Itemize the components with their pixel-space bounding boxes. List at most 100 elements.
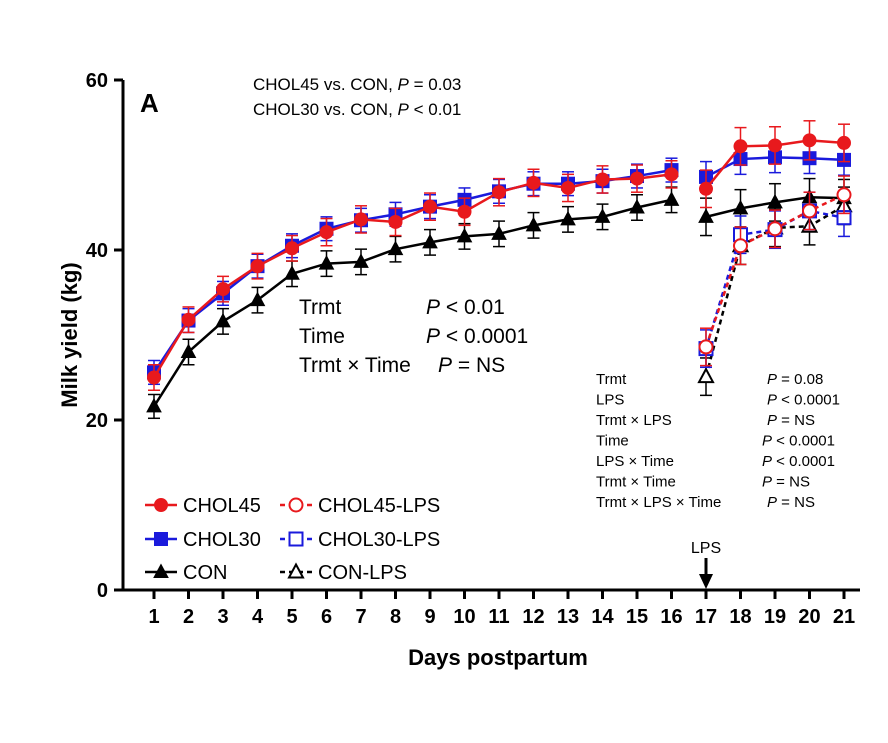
- lps-stat-term: LPS × Time: [596, 453, 674, 470]
- lps-period-stats: Trmt P = 0.08 LPS P < 0.0001 Trmt × LPS P = N…: [596, 371, 840, 511]
- data-point: [595, 172, 610, 187]
- legend-marker: [288, 497, 304, 513]
- data-point: [733, 238, 748, 254]
- main-period-stats: Trmt P < 0.01 Time P < 0.0001 Trmt × Time P =…: [299, 296, 528, 377]
- lps-stat-value: P = NS: [762, 474, 810, 491]
- stat-value: P = NS: [438, 354, 505, 377]
- data-point: [733, 139, 748, 154]
- data-point: [318, 255, 335, 270]
- data-point: [146, 397, 162, 413]
- data-point: [768, 138, 782, 153]
- data-point: [629, 198, 645, 214]
- data-point: [181, 312, 196, 327]
- data-point: [594, 208, 611, 223]
- data-point: [836, 187, 852, 203]
- data-point: [492, 185, 506, 200]
- legend-label: CHOL45-LPS: [318, 495, 440, 517]
- y-tick-label: 40: [86, 240, 108, 262]
- legend-marker: [153, 563, 169, 578]
- x-tick-label: 7: [355, 606, 366, 628]
- data-point: [802, 203, 817, 219]
- legend-entry-chol45: CHOL45: [145, 495, 261, 517]
- legend-label: CON-LPS: [318, 562, 407, 584]
- legend-entry-chol30-lps: CHOL30-LPS: [280, 529, 440, 551]
- y-tick-label: 60: [86, 70, 108, 92]
- lps-stat-term: Trmt × LPS × Time: [596, 494, 721, 511]
- legend-marker: [154, 498, 168, 512]
- legend-entry-chol45-lps: CHOL45-LPS: [280, 495, 440, 517]
- series-line: [152, 168, 672, 374]
- top-annotations: CHOL45 vs. CON, P = 0.03 CHOL30 vs. CON, …: [253, 75, 461, 119]
- x-tick-label: 5: [286, 606, 297, 628]
- legend-label: CHOL30: [183, 529, 261, 551]
- data-point: [767, 193, 783, 209]
- data-point: [491, 225, 507, 240]
- lps-stat-term: Time: [596, 433, 629, 450]
- lps-stat-value: P < 0.0001: [767, 392, 840, 409]
- data-point: [388, 214, 403, 229]
- data-point: [180, 343, 197, 358]
- data-point: [456, 227, 473, 243]
- x-tick-label: 10: [453, 606, 475, 628]
- x-tick-label: 9: [424, 606, 435, 628]
- lps-arrow-label: LPS: [691, 540, 721, 557]
- panel-label: A: [140, 88, 159, 118]
- data-point: [630, 171, 644, 186]
- series-line: [152, 173, 672, 379]
- series-chol45: [147, 120, 851, 391]
- data-point: [526, 175, 541, 190]
- data-point: [353, 253, 369, 268]
- data-point: [663, 191, 680, 206]
- legend-label: CHOL30-LPS: [318, 529, 440, 551]
- data-point: [249, 291, 266, 307]
- legend-marker: [288, 531, 304, 547]
- y-axis-title: Milk yield (kg): [57, 262, 82, 407]
- legend-entry-con: CON: [145, 562, 227, 584]
- x-tick-label: 16: [660, 606, 682, 628]
- plot-area: [146, 120, 853, 420]
- legend-marker: [287, 562, 305, 579]
- x-axis-title: Days postpartum: [408, 645, 588, 670]
- y-tick-label: 0: [97, 580, 108, 602]
- x-tick-label: 4: [252, 606, 264, 628]
- x-tick-label: 14: [591, 606, 614, 628]
- legend-entry-chol30: CHOL30: [145, 529, 261, 551]
- x-tick-label: 17: [695, 606, 717, 628]
- lps-stat-value: P = NS: [767, 494, 815, 511]
- stat-value: P < 0.01: [426, 296, 505, 319]
- series-chol45-lps: [698, 175, 852, 367]
- data-point: [561, 180, 575, 195]
- data-point: [767, 221, 783, 237]
- data-point: [698, 339, 714, 355]
- data-point: [250, 259, 265, 274]
- x-tick-label: 8: [390, 606, 401, 628]
- x-tick-label: 19: [764, 606, 786, 628]
- data-point: [457, 204, 472, 219]
- top-annotation-line: CHOL30 vs. CON, P < 0.01: [253, 100, 461, 119]
- lps-stat-term: LPS: [596, 392, 624, 409]
- data-point: [699, 181, 713, 196]
- x-tick-label: 3: [217, 606, 228, 628]
- x-tick-label: 18: [729, 606, 751, 628]
- x-axis-ticks: 1 2 3 4 5 6 7 8 9 10 11 12 13 14 15 16 17 18 19 20 21: [148, 590, 855, 628]
- series-line: [152, 198, 672, 408]
- x-tick-label: 1: [148, 606, 159, 628]
- data-point: [732, 199, 749, 215]
- lps-stat-term: Trmt × LPS: [596, 412, 672, 429]
- y-tick-label: 20: [86, 410, 108, 432]
- legend: CHOL45 CHOL30 CON CHOL45-LPS CHOL30-LPS CON-L…: [145, 495, 440, 584]
- y-axis-ticks: 0 20 40 60: [86, 70, 123, 602]
- legend-label: CHOL45: [183, 495, 261, 517]
- data-point: [697, 367, 715, 384]
- stat-value: P < 0.0001: [426, 325, 528, 348]
- x-tick-label: 13: [557, 606, 579, 628]
- lps-stat-value: P < 0.0001: [762, 453, 835, 470]
- stat-term: Trmt: [299, 296, 342, 319]
- data-point: [802, 133, 817, 148]
- lps-stat-value: P = NS: [767, 412, 815, 429]
- lps-stat-value: P = 0.08: [767, 371, 823, 388]
- lps-arrow-head: [699, 574, 713, 589]
- data-point: [354, 212, 368, 227]
- data-point: [216, 282, 230, 297]
